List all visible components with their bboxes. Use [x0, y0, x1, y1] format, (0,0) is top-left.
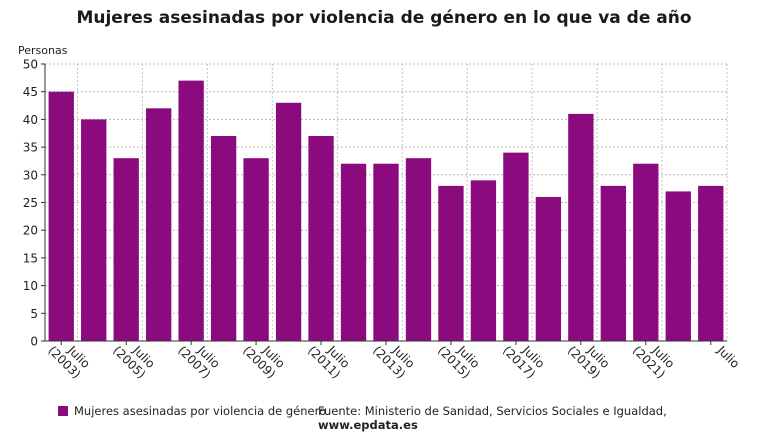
- bar-2012: [340, 163, 367, 341]
- bar-2009: [243, 158, 269, 341]
- bar-2017: [503, 152, 529, 341]
- bar-2003: [48, 91, 74, 341]
- bar-2007: [178, 80, 204, 342]
- bars-group: [48, 80, 724, 342]
- y-axis-label: Personas: [18, 44, 68, 57]
- bar-2015: [438, 185, 464, 341]
- y-tick-label: 45: [23, 85, 38, 99]
- bar-2019: [568, 113, 594, 341]
- chart-title: Mujeres asesinadas por violencia de géne…: [76, 8, 692, 28]
- y-axis-ticks: 0 5 10 15 20 25 30 35 40 45 50: [23, 58, 45, 349]
- y-tick-label: 5: [30, 307, 38, 321]
- bar-2021: [633, 163, 659, 341]
- y-tick-label: 35: [23, 141, 38, 155]
- bar-2023: [698, 185, 724, 341]
- legend-swatch: [58, 406, 68, 416]
- y-tick-label: 15: [23, 251, 38, 265]
- bar-2006: [146, 108, 172, 341]
- source-text: Fuente: Ministerio de Sanidad, Servicios…: [318, 404, 667, 418]
- legend-label: Mujeres asesinadas por violencia de géne…: [74, 404, 327, 418]
- bar-2011: [308, 136, 334, 341]
- y-tick-label: 10: [23, 279, 38, 293]
- bar-2014: [405, 158, 432, 341]
- bar-2016: [470, 180, 497, 341]
- bar-2020: [600, 185, 626, 341]
- x-tick-label: Julio: [714, 343, 742, 371]
- y-tick-label: 30: [23, 168, 38, 182]
- bar-2018: [535, 196, 562, 341]
- bar-2005: [113, 158, 139, 341]
- x-tick-label-line1: Julio: [714, 343, 742, 371]
- source-note: Fuente: Ministerio de Sanidad, Servicios…: [318, 404, 768, 432]
- bar-2008: [210, 136, 237, 341]
- source-site: www.epdata.es: [318, 418, 418, 432]
- bar-2022: [665, 191, 691, 341]
- bar-2004: [81, 119, 107, 342]
- bar-2013: [373, 163, 399, 341]
- y-tick-label: 25: [23, 196, 38, 210]
- y-tick-label: 50: [23, 58, 38, 72]
- legend: Mujeres asesinadas por violencia de géne…: [58, 404, 326, 418]
- y-tick-label: 20: [23, 224, 38, 238]
- y-tick-label: 0: [30, 335, 38, 349]
- y-tick-label: 40: [23, 113, 38, 127]
- bar-2010: [275, 102, 302, 341]
